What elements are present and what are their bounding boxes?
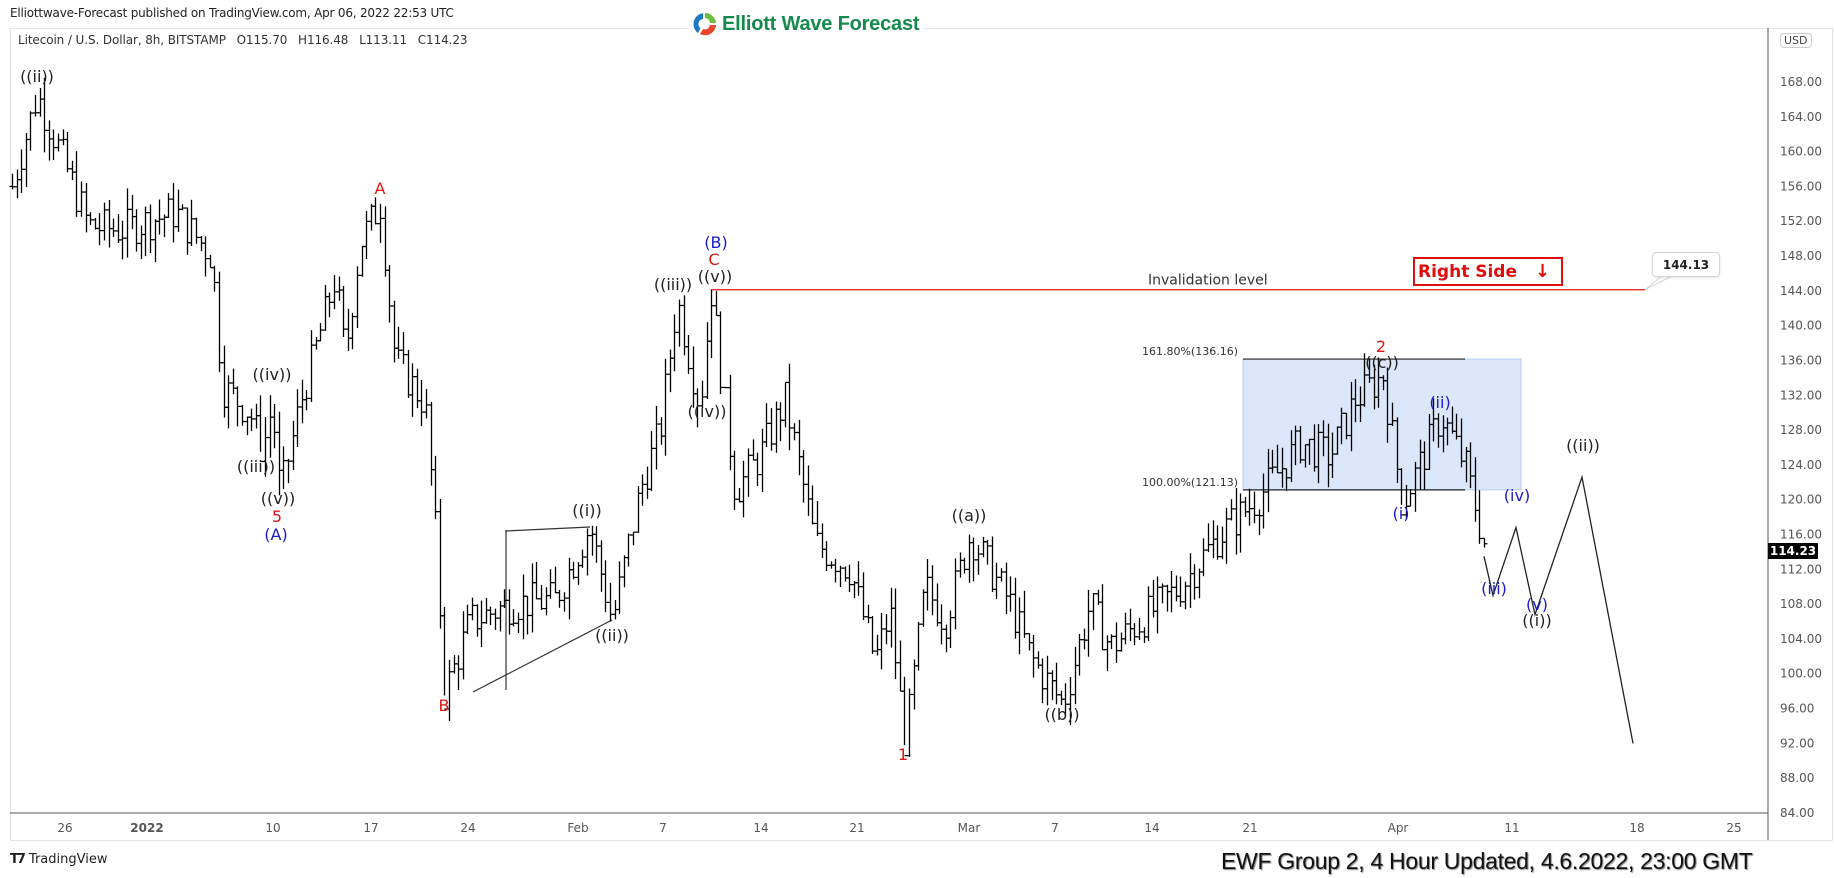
wave-label[interactable]: ((iv))	[688, 402, 727, 421]
ewf-logo-icon	[693, 12, 716, 36]
ewf-update-caption: EWF Group 2, 4 Hour Updated, 4.6.2022, 2…	[1221, 848, 1753, 874]
wave-label[interactable]: ((iii))	[654, 275, 692, 294]
currency-badge[interactable]: USD	[1780, 33, 1812, 48]
price-tick: 140.00	[1780, 319, 1822, 333]
brand-name: Elliott Wave Forecast	[722, 12, 920, 35]
time-tick: 10	[265, 821, 280, 835]
wave-label[interactable]: 5	[272, 507, 282, 526]
published-caption: Elliottwave-Forecast published on Tradin…	[10, 6, 454, 20]
last-price-marker: 114.23	[1768, 543, 1818, 559]
tradingview-brand[interactable]: T7 TradingView	[10, 852, 107, 867]
time-tick: 21	[1242, 821, 1257, 835]
tradingview-label: TradingView	[28, 852, 108, 867]
price-tick: 144.00	[1780, 284, 1822, 298]
price-tick: 124.00	[1780, 458, 1822, 472]
time-tick: 7	[659, 821, 667, 835]
time-tick: 14	[1144, 821, 1159, 835]
ohlc-high: H116.48	[298, 33, 349, 47]
wave-label[interactable]: ((b))	[1044, 705, 1079, 724]
time-tick: Feb	[567, 821, 588, 835]
wave-label[interactable]: ((iii))	[237, 457, 275, 476]
wave-label[interactable]: ((a))	[952, 506, 987, 525]
wave-label[interactable]: 1	[898, 745, 908, 764]
invalidation-price-callout: 144.13	[1652, 252, 1720, 277]
right-side-box: Right Side ↓	[1413, 257, 1563, 286]
symbol-legend: Litecoin / U.S. Dollar, 8h, BITSTAMP O11…	[18, 33, 474, 47]
wave-label[interactable]: (v)	[1526, 595, 1548, 614]
ohlc-bars	[9, 77, 1488, 757]
wave-label[interactable]: ((i))	[572, 501, 601, 520]
wave-label[interactable]: B	[439, 696, 450, 715]
projection-path[interactable]	[1483, 474, 1634, 744]
time-tick: 24	[460, 821, 475, 835]
price-tick: 152.00	[1780, 214, 1822, 228]
time-tick: 25	[1726, 821, 1741, 835]
price-tick: 164.00	[1780, 110, 1822, 124]
fib-100-label: 100.00%(121.13)	[1142, 476, 1238, 489]
wave-label[interactable]: ((ii))	[1566, 436, 1600, 455]
wave-label[interactable]: (B)	[704, 233, 727, 252]
right-side-label: Right Side	[1418, 261, 1518, 282]
ohlc-open: O115.70	[236, 33, 288, 47]
tradingview-logo-icon: T7	[10, 852, 26, 867]
wave-label[interactable]: ((iv))	[253, 365, 292, 384]
time-tick: 18	[1629, 821, 1644, 835]
time-tick: 26	[57, 821, 72, 835]
wave-label[interactable]: ((i))	[1522, 611, 1551, 630]
wave-label[interactable]: C	[708, 250, 719, 269]
wave-label[interactable]: (ii)	[1429, 393, 1450, 412]
price-tick: 160.00	[1780, 145, 1822, 159]
time-tick: Mar	[958, 821, 981, 835]
price-tick: 92.00	[1780, 736, 1814, 750]
price-tick: 108.00	[1780, 597, 1822, 611]
triangle-lower-line	[472, 619, 613, 693]
wave-label[interactable]: A	[375, 179, 386, 198]
wave-label[interactable]: (i)	[1393, 504, 1410, 523]
price-tick: 156.00	[1780, 179, 1822, 193]
wave-label[interactable]: ((ii))	[20, 67, 54, 86]
price-tick: 168.00	[1780, 75, 1822, 89]
wave-label[interactable]: (A)	[264, 525, 287, 544]
triangle-upper-line	[505, 526, 591, 532]
price-tick: 84.00	[1780, 806, 1814, 820]
wave-label[interactable]: (iv)	[1504, 486, 1530, 505]
wave-label[interactable]: ((ii))	[595, 626, 629, 645]
price-tick: 96.00	[1780, 702, 1814, 716]
price-tick: 120.00	[1780, 493, 1822, 507]
ohlc-low: L113.11	[359, 33, 408, 47]
time-tick: 14	[753, 821, 768, 835]
price-tick: 104.00	[1780, 632, 1822, 646]
price-tick: 132.00	[1780, 388, 1822, 402]
wave-label[interactable]: 2	[1376, 337, 1386, 356]
wave-label[interactable]: ((v))	[698, 267, 732, 286]
arrow-down-icon: ↓	[1535, 261, 1551, 282]
ewf-logo: Elliott Wave Forecast	[688, 11, 924, 37]
fib-extension-box[interactable]	[1242, 358, 1522, 491]
time-tick: 2022	[130, 821, 163, 835]
symbol-name[interactable]: Litecoin / U.S. Dollar, 8h, BITSTAMP	[18, 33, 226, 47]
price-tick: 88.00	[1780, 771, 1814, 785]
price-tick: 136.00	[1780, 353, 1822, 367]
price-tick: 112.00	[1780, 562, 1822, 576]
wave-label[interactable]: ((c))	[1365, 353, 1399, 372]
time-tick: 7	[1051, 821, 1059, 835]
invalidation-label: Invalidation level	[1148, 273, 1268, 289]
wave-label[interactable]: ((v))	[261, 489, 295, 508]
price-tick: 100.00	[1780, 667, 1822, 681]
price-tick: 148.00	[1780, 249, 1822, 263]
ohlc-close: C114.23	[417, 33, 468, 47]
time-tick: Apr	[1388, 821, 1409, 835]
price-tick: 128.00	[1780, 423, 1822, 437]
time-tick: 17	[363, 821, 378, 835]
time-tick: 11	[1504, 821, 1519, 835]
price-tick: 116.00	[1780, 528, 1822, 542]
time-tick: 21	[849, 821, 864, 835]
fib-161-label: 161.80%(136.16)	[1142, 345, 1238, 358]
wave-label[interactable]: (iii)	[1481, 579, 1507, 598]
